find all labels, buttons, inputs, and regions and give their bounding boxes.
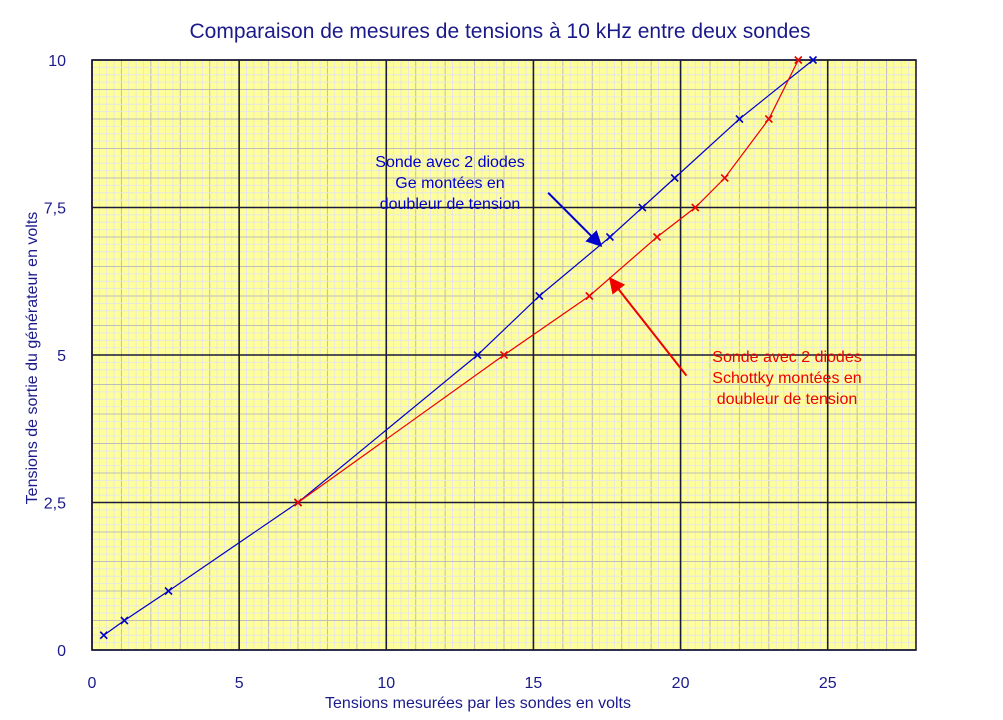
y-tick-label: 2,5	[44, 496, 66, 513]
y-tick-label: 7,5	[44, 201, 66, 218]
point-marker-stroke	[164, 586, 173, 596]
data-point-series-1	[585, 291, 594, 301]
point-marker-stroke	[808, 55, 818, 65]
annotation-text-line: Sonde avec 2 diodes	[375, 154, 524, 171]
data-point-series-0	[164, 586, 173, 596]
annotation-arrow	[547, 192, 603, 247]
annotation-arrow	[608, 277, 688, 377]
point-marker-stroke	[99, 631, 108, 640]
x-tick-label: 5	[235, 675, 244, 692]
annotation-text-line: Ge montées en	[395, 175, 504, 192]
x-axis-ticks: 0 5 10 15 20 25	[88, 675, 837, 692]
y-tick-label: 5	[57, 348, 66, 365]
series-line-1	[297, 59, 799, 503]
y-axis-ticks: 0 2,5 5 7,5 10	[44, 53, 66, 660]
point-marker-stroke	[691, 203, 700, 212]
data-point-series-0	[605, 232, 615, 242]
plot-frame	[91, 59, 917, 651]
annotation-text-line: doubleur de tension	[380, 196, 521, 213]
data-point-series-0	[473, 350, 482, 360]
x-tick-label: 15	[525, 675, 543, 692]
data-point-series-0	[638, 203, 647, 212]
data-point-series-1	[499, 350, 509, 360]
data-point-series-1	[293, 498, 303, 507]
data-point-series-0	[808, 55, 818, 65]
annotation-text-line: Schottky montées en	[712, 370, 861, 387]
point-marker-stroke	[735, 114, 744, 124]
data-point-series-1	[720, 173, 729, 183]
data-point-series-1	[691, 203, 700, 212]
point-marker-stroke	[293, 498, 303, 507]
point-marker-stroke	[120, 616, 129, 625]
data-point-series-0	[99, 631, 108, 640]
x-axis-label: Tensions mesurées par les sondes en volt…	[325, 695, 631, 712]
point-marker-stroke	[764, 114, 773, 124]
point-marker-stroke	[605, 232, 615, 242]
point-marker-stroke	[638, 203, 647, 212]
y-axis-label: Tensions de sortie du générateur en volt…	[24, 212, 41, 505]
annotation-text-line: Sonde avec 2 diodes	[712, 349, 861, 366]
y-tick-label: 10	[48, 53, 66, 70]
series-layer	[99, 55, 818, 640]
point-marker-stroke	[535, 291, 544, 301]
point-marker-stroke	[670, 173, 679, 183]
point-marker-stroke	[499, 350, 509, 360]
point-marker-stroke	[652, 232, 662, 242]
point-marker-stroke	[720, 173, 729, 183]
y-tick-label: 0	[57, 643, 66, 660]
x-tick-label: 25	[819, 675, 837, 692]
data-point-series-1	[794, 55, 803, 65]
data-point-series-0	[670, 173, 679, 183]
data-point-series-0	[735, 114, 744, 124]
data-point-series-0	[120, 616, 129, 625]
data-point-series-0	[535, 291, 544, 301]
data-point-series-1	[764, 114, 773, 124]
x-tick-label: 20	[672, 675, 690, 692]
point-marker-stroke	[473, 350, 482, 360]
annotation-layer: Sonde avec 2 diodes Ge montées en doubleur…	[375, 154, 861, 408]
x-tick-label: 0	[88, 675, 97, 692]
chart-title: Comparaison de mesures de tensions à 10 …	[189, 20, 810, 43]
major-grid	[91, 59, 917, 651]
point-marker-stroke	[794, 55, 803, 65]
data-point-series-1	[652, 232, 662, 242]
point-marker-stroke	[585, 291, 594, 301]
annotation-text-line: doubleur de tension	[717, 391, 858, 408]
x-tick-label: 10	[377, 675, 395, 692]
